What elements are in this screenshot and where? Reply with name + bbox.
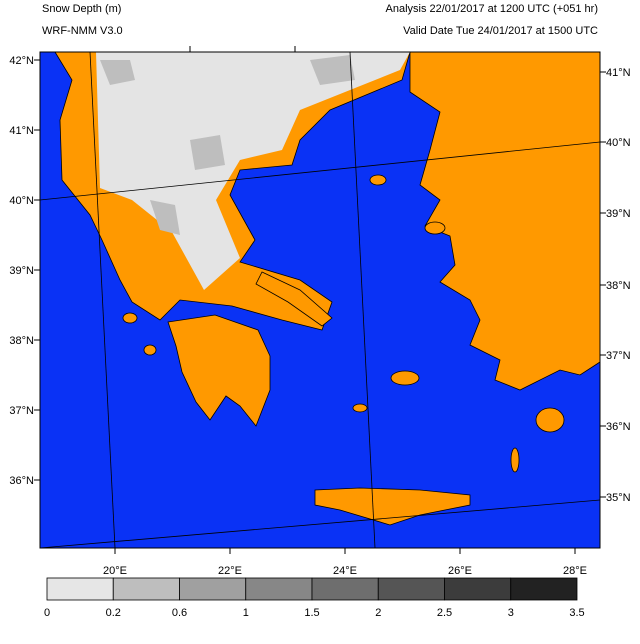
lon-label: 26°E — [448, 565, 472, 577]
lat-label: 41°N — [606, 67, 631, 79]
land-turkey — [409, 51, 601, 391]
land-evia — [255, 271, 333, 327]
title: Snow Depth (m) — [42, 3, 121, 15]
island — [510, 447, 520, 473]
lat-label: 37°N — [606, 350, 631, 362]
map — [39, 51, 601, 549]
colorbar-label: 0 — [44, 607, 50, 619]
lat-label: 42°N — [9, 55, 34, 67]
colorbar-box — [245, 577, 313, 601]
lat-label: 36°N — [606, 421, 631, 433]
colorbar-box — [377, 577, 445, 601]
lon-label: 28°E — [563, 565, 587, 577]
meridian — [89, 51, 116, 549]
lat-label: 37°N — [9, 405, 34, 417]
graticule — [39, 51, 601, 549]
colorbar-label: 2.5 — [437, 607, 452, 619]
island — [122, 312, 138, 324]
colorbar-label: 2 — [375, 607, 381, 619]
colorbar-label: 1.5 — [304, 607, 319, 619]
valid-date: Valid Date Tue 24/01/2017 at 1500 UTC — [403, 25, 598, 37]
meridian — [349, 51, 376, 549]
colorbar-box — [444, 577, 512, 601]
island — [352, 403, 368, 413]
parallel — [39, 141, 601, 201]
map-frame — [39, 51, 601, 549]
colorbar-label: 0.2 — [106, 607, 121, 619]
lon-label: 22°E — [218, 565, 242, 577]
lat-label: 39°N — [9, 265, 34, 277]
island — [369, 174, 387, 186]
snow-deeper — [100, 55, 355, 235]
lat-label: 38°N — [9, 335, 34, 347]
lat-label: 40°N — [9, 195, 34, 207]
colorbar-label: 0.6 — [172, 607, 187, 619]
island — [390, 370, 420, 386]
lat-label: 39°N — [606, 208, 631, 220]
analysis: Analysis 22/01/2017 at 1200 UTC (+051 hr… — [386, 3, 599, 15]
colorbar-box — [112, 577, 180, 601]
parallel — [39, 499, 601, 549]
lat-label: 35°N — [606, 492, 631, 504]
lon-label: 20°E — [103, 565, 127, 577]
lat-label: 36°N — [9, 475, 34, 487]
island — [424, 221, 446, 235]
colorbar-label: 3 — [508, 607, 514, 619]
lat-label: 41°N — [9, 125, 34, 137]
land-peloponnese — [167, 314, 271, 427]
colorbar-label: 1 — [243, 607, 249, 619]
colorbar-box — [46, 577, 114, 601]
island — [535, 407, 565, 433]
colorbar-label: 3.5 — [569, 607, 584, 619]
model: WRF-NMM V3.0 — [42, 25, 123, 37]
coordinate-labels: 42°N 41°N 40°N 39°N 38°N 37°N 36°N 41°N 40°N 39°N… — [9, 46, 631, 577]
lat-label: 38°N — [606, 280, 631, 292]
colorbar-box — [311, 577, 379, 601]
island — [143, 344, 157, 356]
lat-label: 40°N — [606, 137, 631, 149]
colorbar-box — [510, 577, 578, 601]
colorbar-box — [179, 577, 247, 601]
lon-label: 24°E — [333, 565, 357, 577]
colorbar: 0 0.2 0.6 1 1.5 2 2.5 3 3.5 — [44, 577, 585, 619]
land-crete — [314, 487, 471, 526]
